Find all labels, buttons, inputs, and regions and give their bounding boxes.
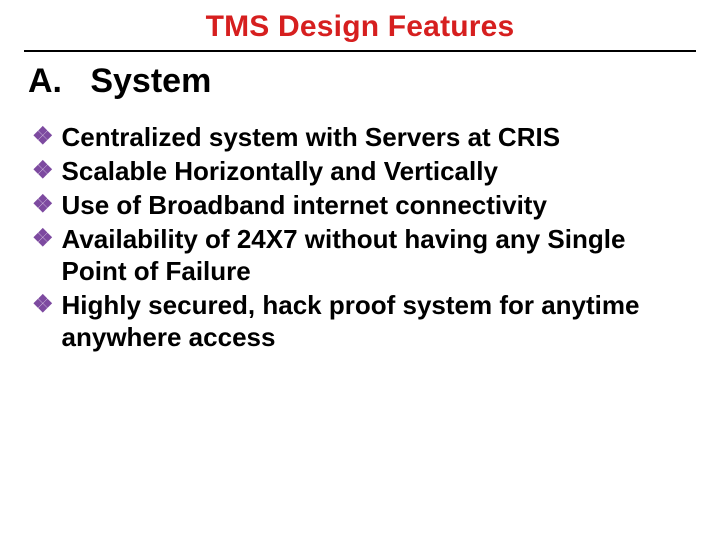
list-item: ❖ Availability of 24X7 without having an…	[32, 223, 696, 287]
section-heading: A. System	[28, 62, 696, 101]
diamond-bullet-icon: ❖	[32, 189, 54, 221]
title-underline	[24, 50, 696, 52]
bullet-text: Highly secured, hack proof system for an…	[62, 289, 696, 353]
bullet-text: Scalable Horizontally and Vertically	[62, 155, 498, 187]
title-wrap: TMS Design Features	[24, 10, 696, 48]
list-item: ❖ Highly secured, hack proof system for …	[32, 289, 696, 353]
diamond-bullet-icon: ❖	[32, 223, 54, 255]
list-item: ❖ Centralized system with Servers at CRI…	[32, 121, 696, 153]
bullet-list: ❖ Centralized system with Servers at CRI…	[24, 121, 696, 353]
section-label: A.	[28, 62, 62, 100]
diamond-bullet-icon: ❖	[32, 121, 54, 153]
section-title: System	[90, 62, 211, 100]
list-item: ❖ Use of Broadband internet connectivity	[32, 189, 696, 221]
slide-title: TMS Design Features	[206, 10, 515, 44]
list-item: ❖ Scalable Horizontally and Vertically	[32, 155, 696, 187]
bullet-text: Centralized system with Servers at CRIS	[62, 121, 561, 153]
diamond-bullet-icon: ❖	[32, 289, 54, 321]
slide: TMS Design Features A. System ❖ Centrali…	[0, 0, 720, 540]
bullet-text: Availability of 24X7 without having any …	[62, 223, 696, 287]
diamond-bullet-icon: ❖	[32, 155, 54, 187]
bullet-text: Use of Broadband internet connectivity	[62, 189, 547, 221]
